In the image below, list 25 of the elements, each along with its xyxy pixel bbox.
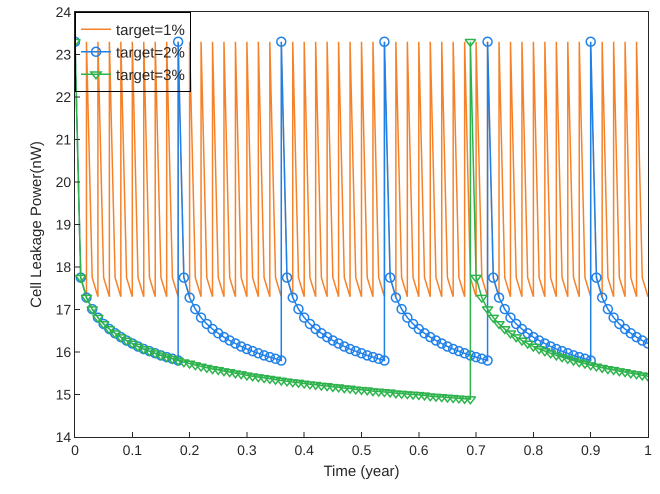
y-tick-label: 19	[56, 216, 72, 232]
y-tick-label: 16	[56, 344, 72, 360]
x-tick-label: 0.6	[409, 442, 429, 458]
x-tick-label: 0	[71, 442, 80, 458]
x-tick-label: 0.3	[237, 442, 257, 458]
y-tick-label: 21	[56, 131, 72, 148]
y-tick-label: 15	[56, 386, 72, 402]
x-tick-label: 0.1	[122, 442, 142, 458]
y-tick-label: 14	[56, 428, 72, 445]
y-tick-label: 17	[56, 301, 72, 318]
y-tick-label: 24	[56, 4, 72, 20]
x-axis-title: Time (year)	[323, 462, 400, 480]
x-tick-label: 0.2	[180, 442, 200, 458]
legend-label: target=1%	[116, 22, 185, 40]
x-tick-label: 0.5	[352, 442, 372, 458]
y-tick-label: 23	[56, 46, 72, 62]
x-tick-label: 0.4	[294, 442, 314, 458]
y-tick-label: 22	[56, 88, 72, 105]
x-tick-label: 0.7	[466, 442, 486, 458]
x-tick-label: 1	[644, 442, 652, 458]
y-tick-label: 20	[56, 174, 72, 190]
x-tick-label: 0.8	[524, 442, 544, 458]
x-tick-label: 0.9	[580, 442, 601, 458]
y-tick-label: 18	[56, 258, 72, 275]
y-axis-title: Cell Leakage Power(nW)	[28, 141, 45, 308]
